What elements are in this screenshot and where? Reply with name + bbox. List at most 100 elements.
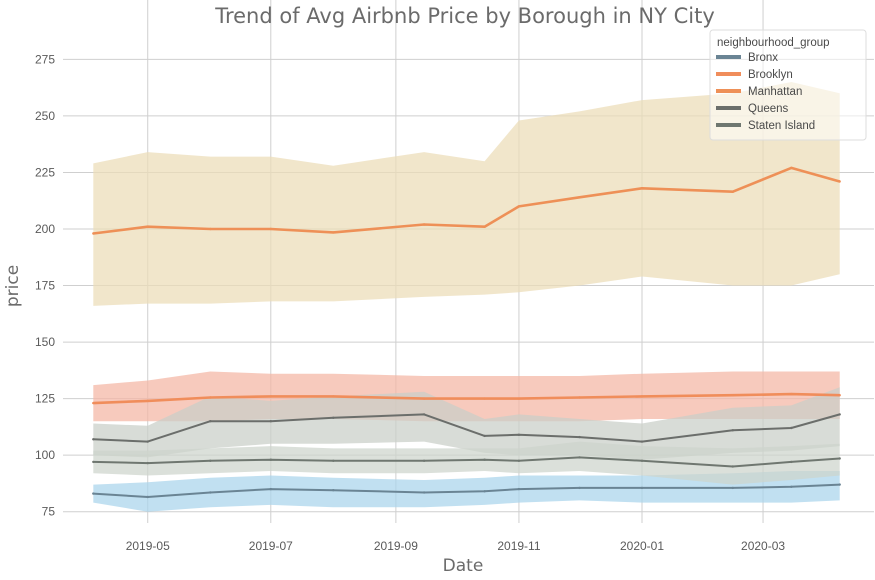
point-manhattan: [517, 205, 521, 208]
legend-title: neighbourhood_group: [717, 37, 830, 49]
point-brooklyn: [731, 394, 734, 397]
legend: neighbourhood_group Bronx Brooklyn Manhatt…: [709, 29, 867, 141]
x-tick-label: 2019-07: [249, 539, 293, 553]
point-staten-island: [578, 456, 581, 459]
point-queens: [269, 420, 272, 423]
point-manhattan: [790, 166, 793, 170]
point-manhattan: [146, 225, 149, 228]
point-staten-island: [332, 459, 335, 462]
point-staten-island: [92, 460, 95, 464]
point-bronx: [332, 489, 335, 492]
point-bronx: [146, 495, 149, 499]
legend-items: Bronx Brooklyn Manhattan Queens Staten Islan…: [716, 52, 815, 132]
band-layer: [93, 82, 840, 512]
point-queens: [838, 413, 841, 416]
x-tick-label: 2020-01: [620, 539, 664, 553]
point-queens: [483, 434, 486, 438]
x-tick-label: 2019-09: [374, 539, 418, 553]
y-tick-label: 200: [35, 222, 55, 236]
point-brooklyn: [578, 396, 581, 399]
chart-title: Trend of Avg Airbnb Price by Borough in …: [214, 4, 715, 28]
x-tick-label: 2020-03: [741, 539, 785, 553]
point-bronx: [838, 483, 841, 486]
point-bronx: [422, 491, 426, 494]
y-tick-label: 250: [35, 109, 55, 123]
x-axis-label: Date: [443, 556, 484, 576]
x-tick-label: 2019-05: [126, 539, 170, 553]
point-brooklyn: [332, 395, 335, 398]
point-queens: [640, 440, 644, 443]
point-manhattan: [640, 187, 644, 190]
point-bronx: [790, 485, 793, 488]
point-queens: [146, 440, 149, 443]
point-staten-island: [209, 459, 212, 462]
point-bronx: [731, 486, 734, 490]
point-brooklyn: [269, 395, 272, 398]
point-brooklyn: [146, 399, 149, 403]
point-staten-island: [422, 459, 426, 462]
y-tick-label: 275: [35, 52, 55, 66]
band-queens: [93, 387, 840, 460]
point-queens: [790, 426, 793, 430]
point-queens: [578, 435, 581, 439]
x-tick-label: 2019-11: [497, 539, 540, 553]
point-staten-island: [838, 457, 841, 460]
legend-box: [709, 29, 867, 141]
y-tick-label: 75: [42, 505, 56, 519]
point-queens: [517, 433, 521, 436]
point-manhattan: [731, 190, 734, 193]
point-staten-island: [640, 459, 644, 462]
point-bronx: [483, 490, 486, 493]
point-staten-island: [483, 458, 486, 461]
point-bronx: [269, 487, 272, 491]
point-manhattan: [209, 227, 212, 231]
point-bronx: [578, 486, 581, 490]
point-queens: [422, 413, 426, 416]
legend-label: Bronx: [748, 52, 778, 64]
point-staten-island: [269, 458, 272, 461]
point-queens: [731, 429, 734, 432]
y-tick-label: 175: [35, 279, 55, 293]
point-brooklyn: [838, 394, 841, 397]
point-manhattan: [838, 180, 841, 183]
y-tick-label: 100: [35, 448, 55, 462]
y-tick-label: 125: [35, 392, 55, 406]
axis-layer: 75 100 125 150 175 200 225 250 275 2019-05 2019-07…: [35, 52, 785, 553]
point-brooklyn: [640, 395, 644, 398]
y-tick-label: 150: [35, 335, 55, 349]
point-manhattan: [483, 225, 486, 228]
point-bronx: [209, 491, 212, 494]
point-bronx: [517, 487, 521, 491]
point-queens: [332, 416, 335, 419]
point-manhattan: [332, 231, 335, 234]
point-bronx: [640, 486, 644, 490]
point-manhattan: [578, 196, 581, 199]
point-queens: [92, 438, 95, 441]
point-brooklyn: [422, 397, 426, 400]
legend-label: Manhattan: [748, 86, 802, 98]
point-manhattan: [92, 232, 95, 235]
point-staten-island: [517, 459, 521, 462]
point-staten-island: [731, 465, 734, 468]
point-manhattan: [269, 227, 272, 231]
legend-label: Staten Island: [748, 120, 815, 132]
point-brooklyn: [790, 392, 793, 396]
point-queens: [209, 420, 212, 423]
legend-label: Queens: [748, 103, 789, 115]
legend-label: Brooklyn: [748, 69, 793, 81]
point-brooklyn: [517, 397, 521, 400]
y-axis-label: price: [3, 265, 23, 307]
point-manhattan: [422, 223, 426, 226]
band-staten-island: [93, 441, 840, 485]
point-staten-island: [790, 460, 793, 464]
y-tick-label: 225: [35, 165, 55, 179]
point-staten-island: [146, 461, 149, 465]
point-brooklyn: [209, 396, 212, 399]
line-layer: [92, 166, 841, 499]
point-brooklyn: [92, 401, 95, 405]
band-manhattan: [93, 82, 840, 306]
point-bronx: [92, 492, 95, 495]
point-brooklyn: [483, 397, 486, 400]
